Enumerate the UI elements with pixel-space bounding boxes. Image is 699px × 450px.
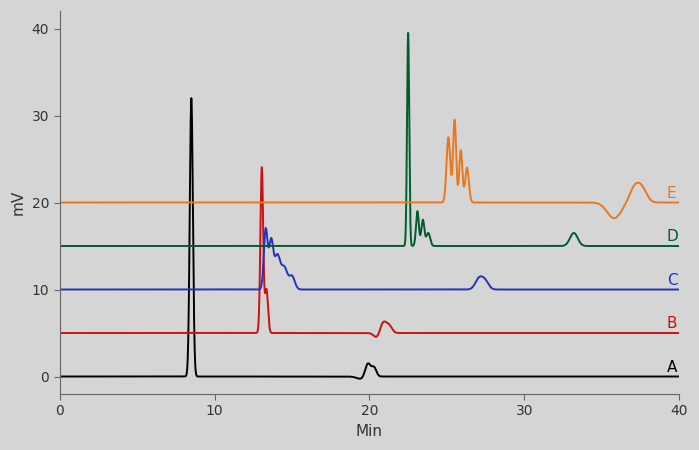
Text: E: E bbox=[667, 186, 677, 201]
Text: D: D bbox=[667, 229, 679, 244]
Text: A: A bbox=[667, 360, 677, 375]
Text: C: C bbox=[667, 273, 677, 288]
Y-axis label: mV: mV bbox=[11, 190, 26, 215]
X-axis label: Min: Min bbox=[356, 424, 383, 439]
Text: B: B bbox=[667, 316, 677, 331]
